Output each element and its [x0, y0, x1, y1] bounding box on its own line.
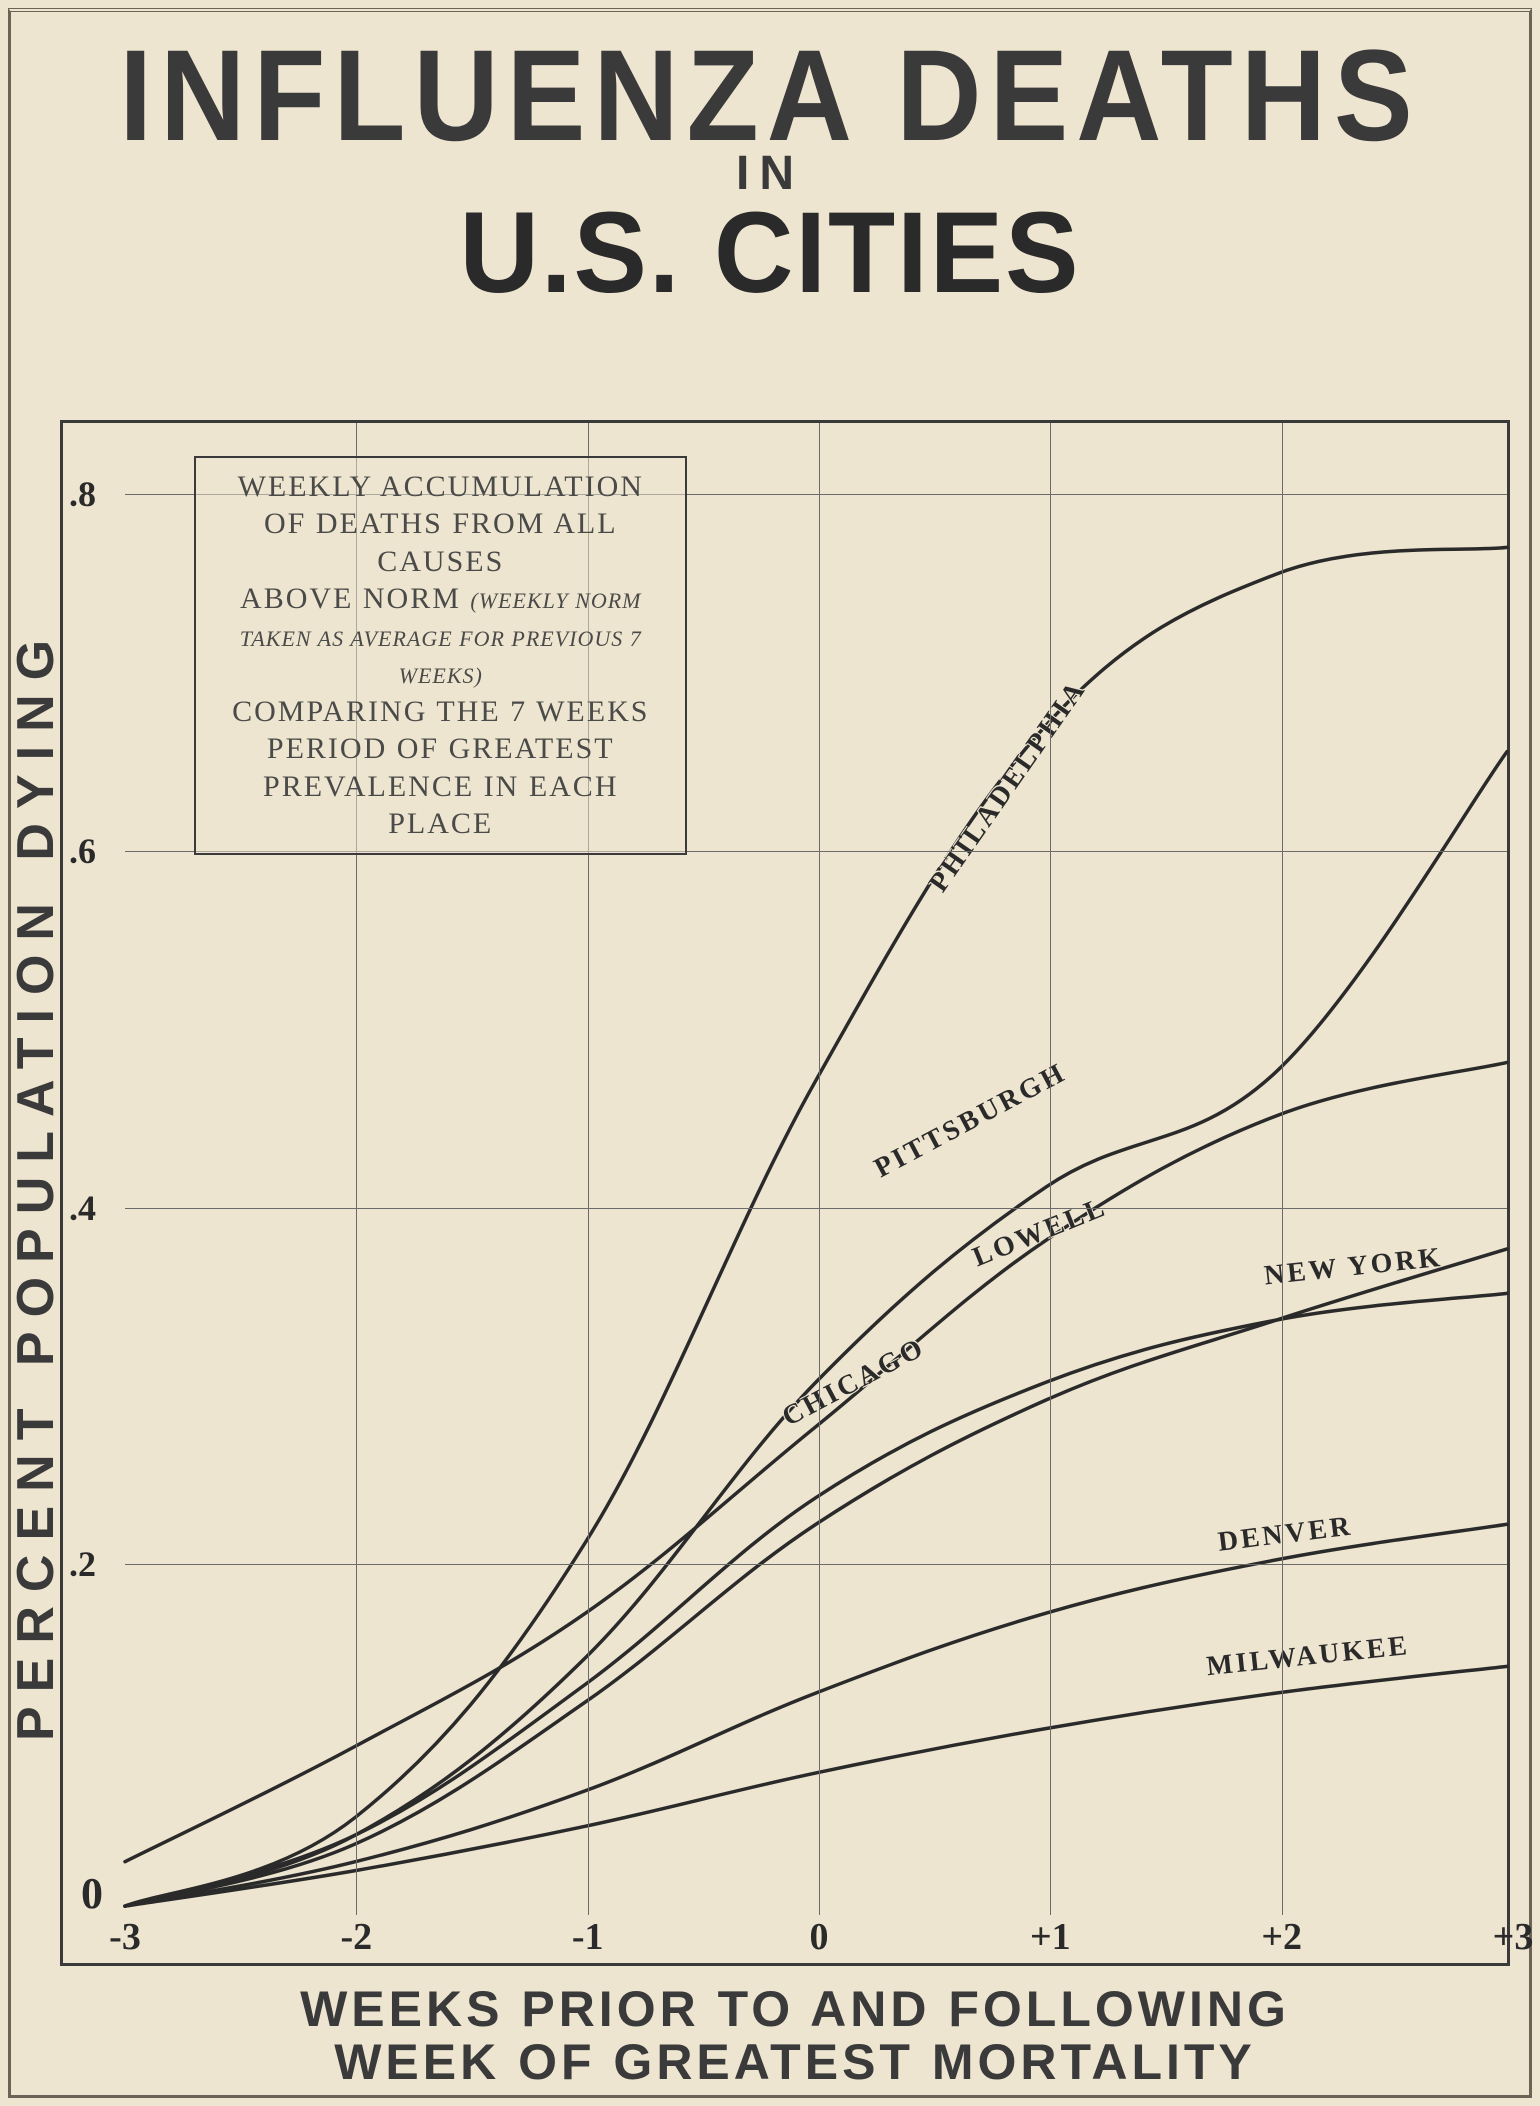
- series-label-pittsburgh: PITTSBURGH: [869, 1057, 1071, 1184]
- x-tick-label: -3: [109, 1915, 141, 1959]
- x-tick-label: +1: [1030, 1915, 1071, 1959]
- grid-line-horizontal: [125, 1564, 1507, 1565]
- y-tick-label: .8: [69, 473, 96, 515]
- legend-line: PREVALENCE IN EACH: [263, 770, 618, 803]
- chart-title: INFLUENZA DEATHS IN U.S. CITIES: [0, 28, 1540, 316]
- x-tick-label: +3: [1493, 1915, 1534, 1959]
- series-label-lowell: LOWELL: [968, 1191, 1111, 1273]
- y-tick-label: .6: [69, 830, 96, 872]
- x-tick-label: -1: [572, 1915, 604, 1959]
- x-axis-label-line2: WEEK OF GREATEST MORTALITY: [334, 2034, 1256, 2090]
- grid-line-horizontal: [125, 1208, 1507, 1209]
- title-line-3: U.S. CITIES: [0, 186, 1540, 319]
- y-tick-label: .4: [69, 1187, 96, 1229]
- grid-line-vertical: [1050, 423, 1051, 1915]
- x-tick-label: -2: [341, 1915, 373, 1959]
- series-label-new-york: NEW YORK: [1263, 1242, 1445, 1292]
- legend-line: COMPARING THE 7 WEEKS: [232, 695, 649, 728]
- series-line-denver: [125, 1524, 1507, 1906]
- y-axis-label: PERCENT POPULATION DYING: [12, 420, 60, 1946]
- chart-container: PHILADELPHIAPITTSBURGHLOWELLNEW YORKCHIC…: [60, 420, 1510, 1966]
- legend-line: ABOVE NORM: [240, 582, 461, 615]
- x-axis-label: WEEKS PRIOR TO AND FOLLOWING WEEK OF GRE…: [80, 1983, 1510, 2088]
- y-tick-zero: 0: [81, 1868, 103, 1919]
- series-line-lowell: [125, 1062, 1507, 1861]
- y-tick-label: .2: [69, 1543, 96, 1585]
- x-axis-label-line1: WEEKS PRIOR TO AND FOLLOWING: [300, 1981, 1290, 2037]
- series-label-philadelphia: PHILADELPHIA: [923, 674, 1092, 898]
- grid-line-vertical: [819, 423, 820, 1915]
- x-tick-label: 0: [810, 1915, 829, 1959]
- series-label-milwaukee: MILWAUKEE: [1205, 1630, 1411, 1682]
- series-line-new-york: [125, 1249, 1507, 1906]
- legend-box: WEEKLY ACCUMULATION OF DEATHS FROM ALL CA…: [194, 456, 687, 855]
- x-tick-label: +2: [1261, 1915, 1302, 1959]
- legend-line: OF DEATHS FROM ALL CAUSES: [264, 507, 618, 578]
- grid-line-vertical: [1282, 423, 1283, 1915]
- legend-line: WEEKLY ACCUMULATION: [238, 470, 644, 503]
- legend-line: PERIOD OF GREATEST: [267, 732, 615, 765]
- title-line-1: INFLUENZA DEATHS: [0, 21, 1540, 171]
- legend-line: PLACE: [388, 807, 493, 840]
- series-line-milwaukee: [125, 1666, 1507, 1906]
- series-line-pittsburgh: [125, 752, 1507, 1907]
